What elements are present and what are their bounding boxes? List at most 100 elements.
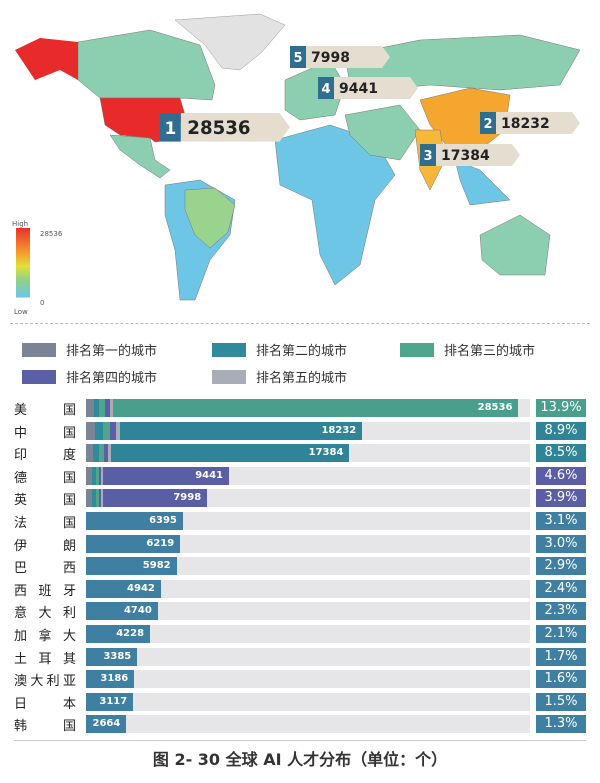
label-char: 日 (14, 696, 28, 712)
brazil (184, 187, 236, 249)
canada (77, 29, 216, 101)
rank-number: 2 (483, 117, 492, 132)
category-label: 加拿大 (14, 625, 76, 644)
scale-low-label: Low (14, 308, 28, 316)
bar (86, 602, 158, 621)
bar-track (86, 534, 530, 553)
bar (120, 421, 363, 440)
bar-track (86, 557, 530, 576)
city-rank-segment (99, 489, 101, 508)
southeast-asia (454, 159, 511, 206)
bar-value-label: 18232 (321, 424, 357, 436)
city-rank-segment (99, 444, 104, 463)
legend-item: 排名第二的城市 (212, 340, 347, 359)
label-char: 国 (62, 425, 76, 441)
city-rank-segment (110, 421, 116, 440)
rank-number: 1 (165, 118, 177, 138)
callout-value: 9441 (339, 81, 378, 97)
city-rank-segment (96, 466, 99, 485)
bar-track (86, 670, 530, 689)
bar-track (86, 625, 530, 643)
label-char: 班 (38, 583, 52, 599)
percentage-label: 13.9% (536, 399, 586, 417)
chart-title: 图 2- 30 全球 AI 人才分布（单位：个） (152, 750, 448, 769)
percentage-label: 1.5% (536, 692, 586, 711)
percentage-label: 4.6% (536, 466, 586, 485)
alaska (15, 38, 78, 80)
legend-label: 排名第一的城市 (66, 344, 158, 359)
bar (111, 444, 350, 463)
label-char: 国 (62, 719, 76, 735)
scale-high-label: High (12, 220, 28, 228)
city-rank-segment (86, 399, 94, 417)
percentage-label: 8.5% (536, 444, 586, 463)
bar-track (86, 692, 530, 711)
city-rank-segment (95, 421, 103, 440)
label-char: 法 (14, 516, 28, 531)
label-char: 美 (14, 403, 28, 418)
city-rank-segment (103, 421, 110, 440)
city-rank-segment (101, 489, 103, 508)
category-label: 韩国 (14, 715, 76, 734)
label-char: 大 (62, 629, 76, 644)
china (419, 87, 511, 151)
category-label: 印度 (14, 444, 76, 463)
bar-value-label: 7998 (173, 492, 202, 504)
divider (10, 323, 590, 324)
label-char: 澳 (14, 674, 28, 690)
label-char: 英 (14, 493, 28, 509)
label-char: 其 (62, 651, 76, 667)
city-rank-segment (92, 489, 96, 508)
percentage-label: 3.1% (536, 512, 586, 530)
city-rank-segment (105, 399, 110, 417)
percentage-label: 2.3% (536, 602, 586, 621)
city-rank-segment (86, 466, 92, 485)
bar-value-label: 6395 (149, 515, 177, 526)
label-char: 牙 (62, 583, 76, 599)
label-char: 加 (14, 629, 28, 644)
label-char: 拿 (38, 629, 52, 644)
category-label: 中国 (14, 422, 76, 441)
percentage-label: 1.7% (536, 647, 586, 666)
city-rank-segment (92, 466, 96, 485)
bar-value-label: 5982 (142, 560, 171, 572)
percentage-label: 3.0% (536, 534, 586, 553)
city-rank-segment (86, 489, 92, 508)
percentage-label: 2.9% (536, 557, 586, 576)
bar-track (86, 512, 530, 530)
world-map: High 28536 0 Low 1 28536 2 18232 3 17384… (12, 13, 581, 316)
legend-swatch (22, 342, 56, 357)
callout-background (334, 77, 418, 99)
bar-value-label: 17384 (308, 447, 344, 459)
percentage-label: 1.3% (536, 715, 586, 734)
label-char: 国 (62, 516, 76, 531)
label-char: 国 (62, 470, 76, 486)
bar (86, 692, 134, 711)
callout-value: 7998 (311, 50, 350, 66)
greenland (174, 13, 286, 71)
city-rank-segment (101, 466, 103, 485)
category-label: 伊朗 (14, 535, 76, 554)
label-char: 中 (14, 425, 28, 441)
callout-rank-2: 2 18232 (480, 112, 580, 134)
label-char: 国 (62, 493, 76, 509)
rank-number: 4 (321, 82, 330, 97)
bar-value-label: 3186 (100, 673, 129, 685)
callout-rank-3: 3 17384 (420, 144, 520, 166)
bar (103, 489, 208, 508)
legend-item: 排名第五的城市 (212, 367, 347, 386)
bar-track (86, 647, 530, 666)
bar-track (86, 715, 530, 734)
label-char: 度 (62, 448, 76, 464)
callout-value: 17384 (441, 148, 490, 164)
city-rank-segment (110, 399, 113, 417)
city-rank-segment (86, 444, 93, 463)
rank-badge (318, 77, 334, 99)
city-rank-segment (116, 421, 120, 440)
city-rank-segment (93, 444, 99, 463)
legend-label: 排名第五的城市 (256, 371, 348, 386)
legend-label: 排名第四的城市 (66, 371, 158, 386)
legend-swatch (400, 342, 434, 357)
rank-number: 5 (293, 51, 302, 66)
label-char: 西 (14, 583, 28, 599)
